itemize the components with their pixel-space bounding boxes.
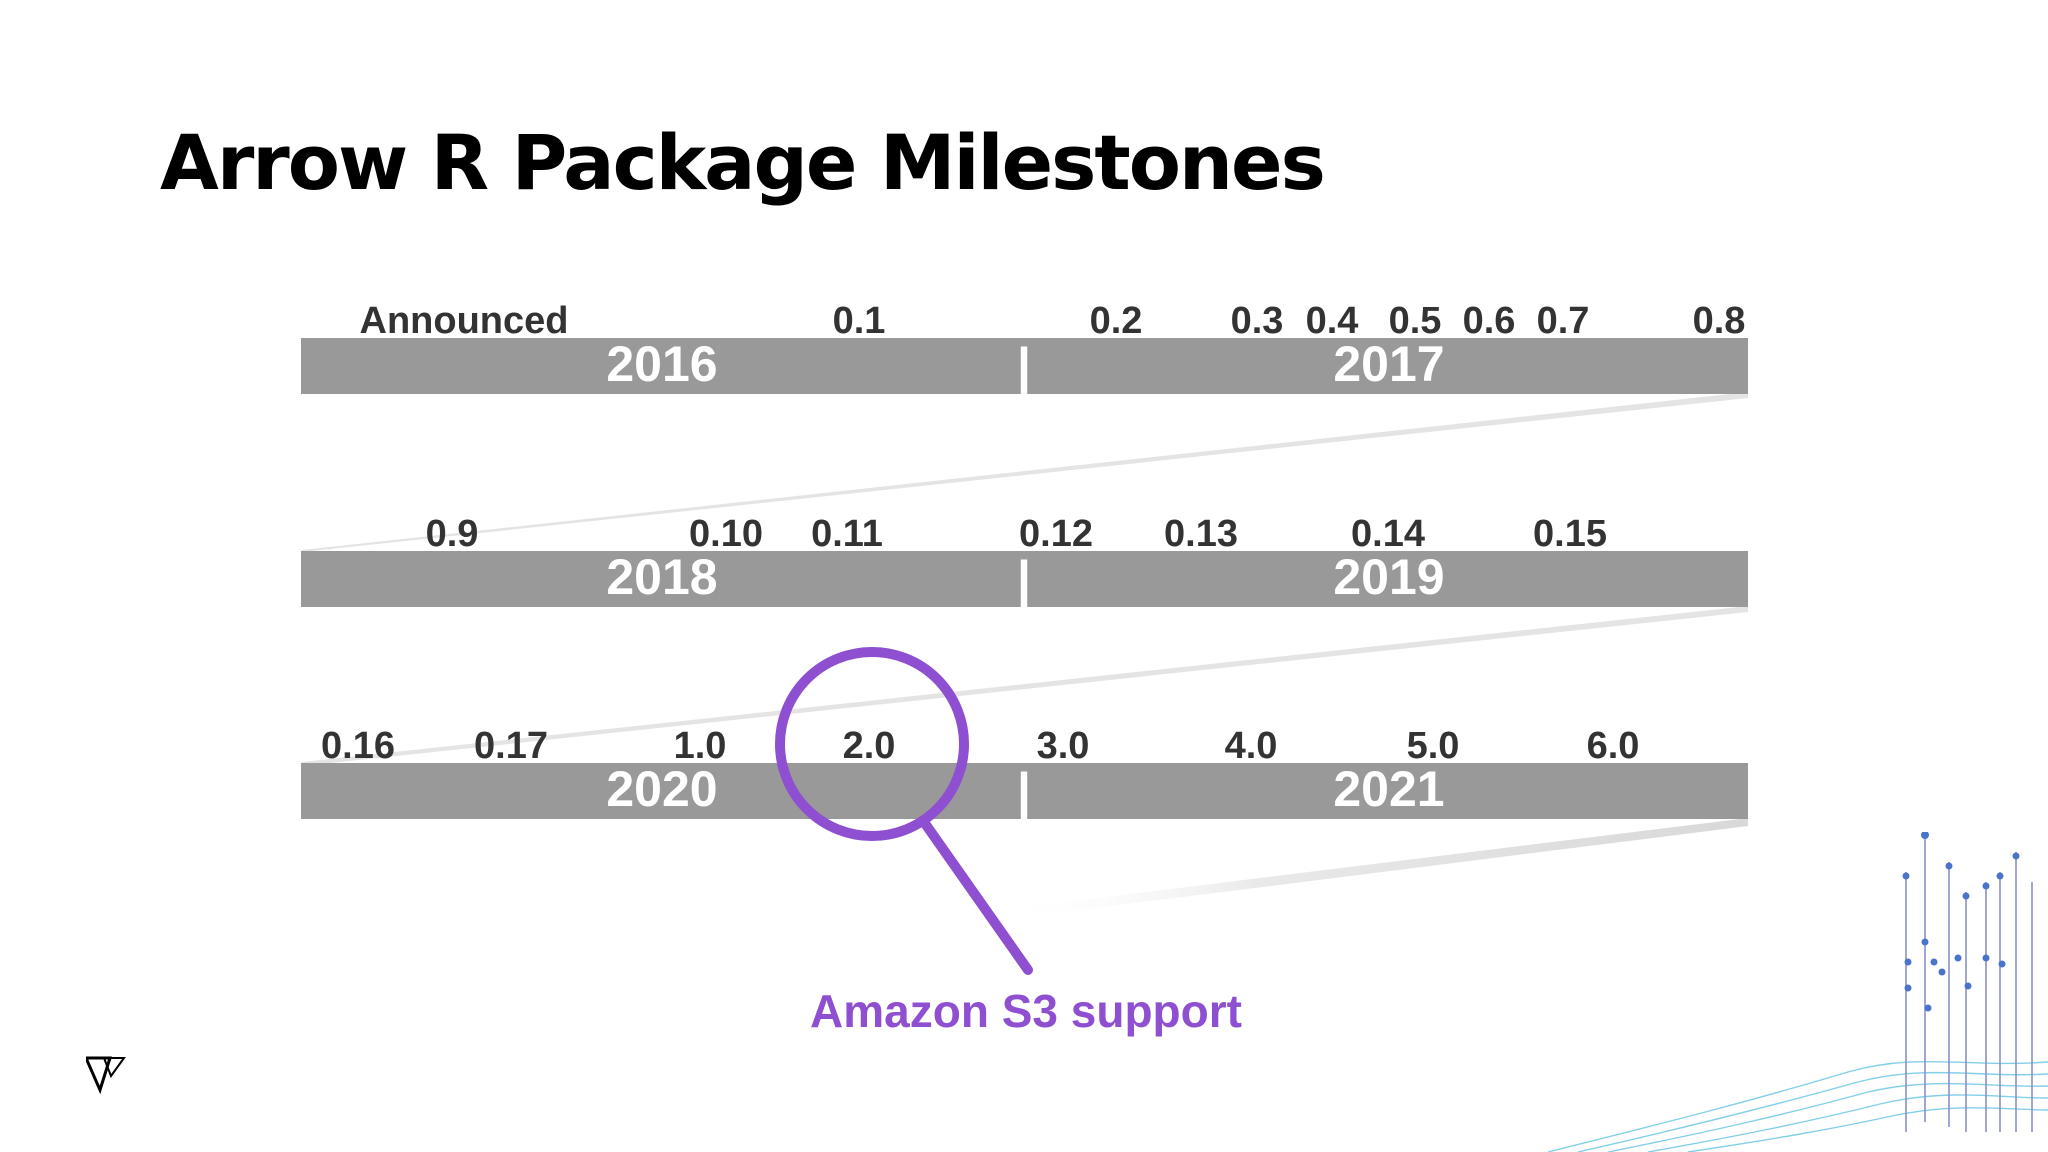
milestone-label: 1.0 — [674, 725, 727, 767]
milestone-label: 0.6 — [1463, 300, 1516, 342]
year-bar — [301, 338, 1748, 394]
timeline-row: 2018 | 2019 0.9 0.10 0.11 0.12 0.13 0.14… — [301, 513, 1748, 608]
milestone-label: 0.4 — [1306, 300, 1359, 342]
magnifier-icon — [775, 647, 1033, 975]
milestone-label: 0.14 — [1351, 513, 1425, 555]
year-divider: | — [1017, 551, 1031, 608]
year-bar — [301, 551, 1748, 607]
milestone-label: 0.2 — [1090, 300, 1143, 342]
milestone-label: 3.0 — [1037, 725, 1090, 767]
milestone-label: Announced — [360, 300, 569, 342]
milestone-label: 0.11 — [811, 513, 883, 555]
year-label: 2020 — [606, 761, 717, 817]
data-waves-icon — [1547, 832, 2048, 1152]
milestone-label: 0.9 — [426, 513, 479, 555]
milestone-label: 0.16 — [321, 725, 395, 767]
milestone-label: 0.15 — [1533, 513, 1607, 555]
timeline-row: 2020 | 2021 0.16 0.17 1.0 2.0 3.0 4.0 5.… — [301, 725, 1748, 820]
milestone-label: 0.17 — [474, 725, 548, 767]
milestone-label: 0.8 — [1693, 300, 1746, 342]
callout-label: Amazon S3 support — [810, 985, 1242, 1037]
year-bar — [301, 763, 1748, 819]
year-label: 2018 — [606, 549, 717, 605]
timeline-row: 2016 | 2017 Announced 0.1 0.2 0.3 0.4 0.… — [301, 300, 1748, 395]
milestone-label: 0.7 — [1537, 300, 1590, 342]
voltron-logo-icon — [86, 1056, 126, 1095]
year-label: 2017 — [1333, 336, 1444, 392]
milestone-label: 4.0 — [1225, 725, 1278, 767]
slide-title: Arrow R Package Milestones — [160, 118, 1326, 207]
milestone-label: 0.1 — [833, 300, 886, 342]
milestone-label: 0.12 — [1019, 513, 1093, 555]
year-divider: | — [1017, 338, 1031, 395]
row-connector — [1000, 818, 1748, 920]
magnifier-handle — [919, 817, 1033, 975]
year-label: 2016 — [606, 336, 717, 392]
milestone-label: 2.0 — [843, 725, 896, 767]
milestone-label: 0.3 — [1231, 300, 1284, 342]
milestone-label: 5.0 — [1407, 725, 1460, 767]
milestone-label: 6.0 — [1587, 725, 1640, 767]
row-connector — [302, 606, 1748, 766]
milestone-label: 0.13 — [1164, 513, 1238, 555]
milestone-label: 0.10 — [689, 513, 763, 555]
year-label: 2021 — [1333, 761, 1444, 817]
row-connector — [302, 392, 1748, 552]
year-divider: | — [1017, 763, 1031, 820]
milestone-label: 0.5 — [1389, 300, 1442, 342]
magnifier-lens — [775, 647, 969, 841]
year-label: 2019 — [1333, 549, 1444, 605]
